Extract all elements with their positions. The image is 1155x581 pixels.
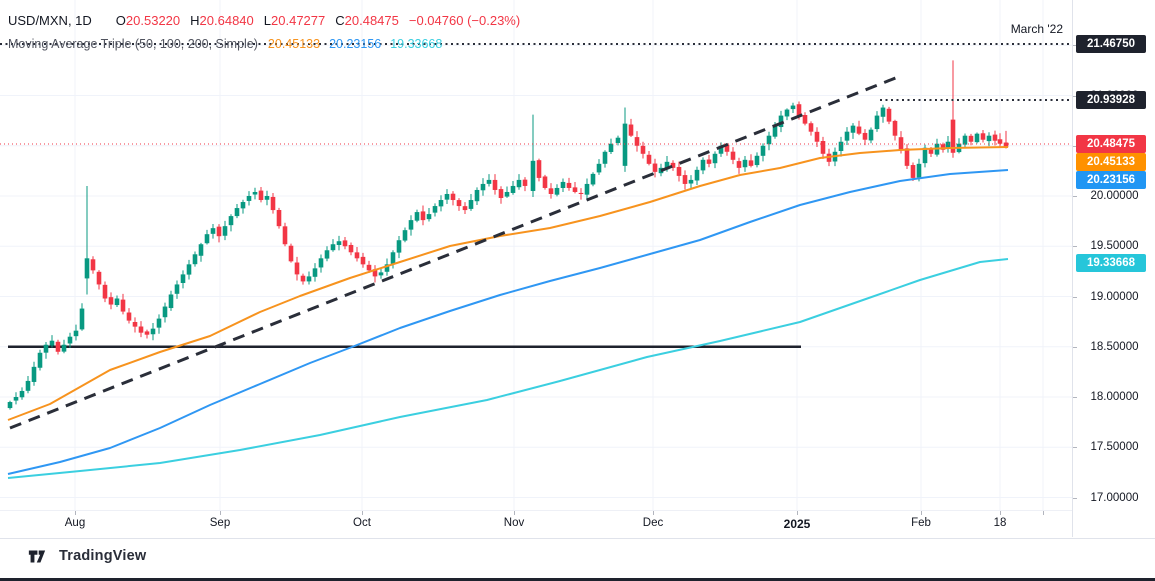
time-axis-label: 2025 [783, 517, 811, 531]
bottom-toolbar: TradingView [0, 538, 1155, 578]
bottom-edge-bar [0, 578, 1155, 581]
high-value: 20.64840 [199, 13, 254, 28]
time-axis-label: Oct [353, 517, 371, 529]
march22-annotation: March '22 [1010, 22, 1063, 36]
price-axis-tick [1073, 497, 1077, 499]
low-value: 20.47277 [271, 13, 326, 28]
symbol-name[interactable]: USD/MXN, 1D [8, 13, 92, 28]
low-label: L [263, 13, 272, 28]
time-axis-tick [797, 511, 798, 515]
price-axis-label: 18.00000 [1090, 391, 1139, 403]
price-chart-canvas[interactable] [0, 0, 1072, 510]
time-axis-label: Dec [642, 517, 664, 529]
tradingview-logo[interactable]: TradingView [28, 548, 146, 564]
price-axis-tick [1073, 95, 1077, 97]
change-value: −0.04760 (−0.23%) [408, 13, 521, 28]
price-badge: 20.93928 [1076, 91, 1146, 109]
close-value: 20.48475 [344, 13, 399, 28]
time-axis-label: Feb [911, 517, 931, 529]
time-axis-tick [362, 511, 363, 515]
time-axis-tick [75, 511, 76, 515]
ma200-value: 19.33668 [390, 37, 443, 51]
ma100-value: 20.23156 [329, 37, 382, 51]
time-axis-tick [653, 511, 654, 515]
tradingview-logo-icon [28, 550, 46, 562]
indicator-title[interactable]: Moving Average Triple (50, 100, 200, Sim… [8, 37, 258, 51]
symbol-header: USD/MXN, 1D O20.53220 H20.64840 L20.47277 C2… [8, 13, 520, 28]
tradingview-logo-text: TradingView [59, 548, 147, 564]
time-axis-label: Nov [503, 517, 525, 529]
price-badge: 20.45133 [1076, 153, 1146, 171]
price-badge: 21.46750 [1076, 35, 1146, 53]
time-axis-tick [514, 511, 515, 515]
time-axis-tick [921, 511, 922, 515]
price-axis-tick [1073, 45, 1077, 47]
price-axis-label: 19.00000 [1090, 290, 1139, 303]
price-axis-label: 19.50000 [1090, 240, 1139, 253]
open-value: 20.53220 [125, 13, 181, 28]
price-axis-tick [1073, 397, 1077, 398]
high-label: H [190, 13, 200, 28]
price-axis-tick [1073, 145, 1077, 147]
price-axis-label: 17.00000 [1090, 491, 1139, 504]
time-axis-label: Sep [209, 517, 231, 529]
time-axis-label: Aug [64, 517, 86, 529]
price-axis-tick [1073, 296, 1077, 298]
close-label: C [335, 13, 345, 28]
open-label: O [115, 13, 126, 28]
ma50-value: 20.45133 [267, 37, 321, 51]
price-badge: 20.23156 [1076, 171, 1146, 189]
time-axis-tick [1043, 511, 1044, 515]
price-axis[interactable]: 21.5000021.0000020.5000020.0000019.50000… [1072, 0, 1155, 537]
indicator-legend: Moving Average Triple (50, 100, 200, Sim… [8, 37, 451, 51]
price-axis-tick [1073, 196, 1077, 197]
price-axis-label: 20.00000 [1090, 190, 1139, 202]
time-axis-tick [220, 511, 221, 515]
price-axis-label: 18.50000 [1090, 340, 1139, 353]
price-axis-tick [1073, 246, 1077, 248]
time-axis-label: 18 [993, 517, 1007, 529]
price-axis-tick [1073, 447, 1077, 449]
time-axis-tick [1000, 511, 1001, 515]
price-axis-label: 17.50000 [1090, 441, 1139, 454]
price-badge: 20.48475 [1076, 135, 1146, 153]
price-axis-tick [1073, 346, 1077, 348]
time-axis[interactable]: Aug Sep Oct Nov Dec 2025 Feb 18 [0, 510, 1155, 539]
price-badge: 19.33668 [1076, 254, 1146, 272]
